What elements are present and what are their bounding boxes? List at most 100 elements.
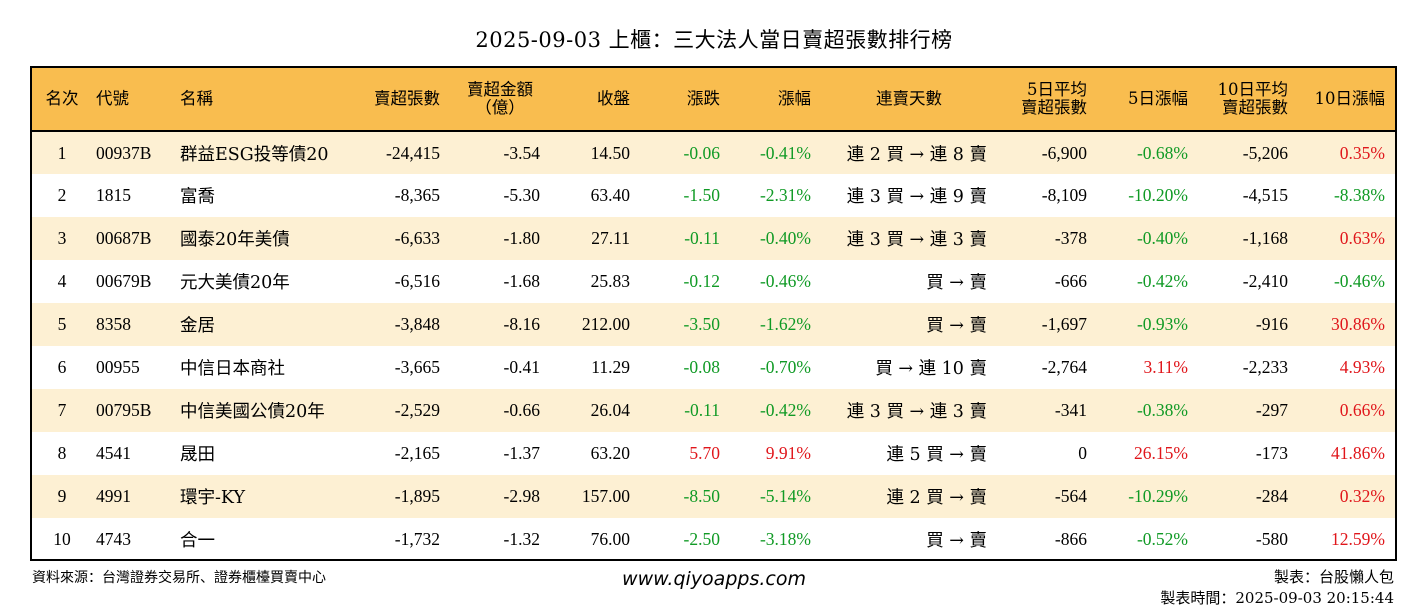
cell-close: 14.50 [590,142,630,163]
cell-pct5: -0.38% [1136,400,1188,420]
table-row: 10 4743 合一 -1,732 -1.32 76.00 -2.50 -3.18% 買 → 賣… [32,518,1395,559]
cell-streak: 連 3 買 → 連 3 賣 [846,402,987,422]
cell-avg10: -2,410 [1242,271,1288,291]
cell-amount: -8.16 [503,314,540,334]
cell-pct10: 0.63% [1339,228,1385,248]
cell-avg5: -6,900 [1041,142,1087,163]
cell-close: 27.11 [591,228,630,248]
header-rank: 名次 [32,68,92,132]
cell-avg10: -4,515 [1242,185,1288,205]
header-change: 漲跌 [640,68,730,132]
cell-shares: -1,732 [394,529,440,549]
cell-avg10: -1,168 [1242,228,1288,248]
cell-shares: -8,365 [394,185,440,205]
website-link[interactable]: www.qiyoapps.com [622,568,806,590]
header-close: 收盤 [550,68,640,132]
cell-avg5: -1,697 [1041,314,1087,334]
header-pct5: 5日漲幅 [1097,68,1198,132]
cell-name: 金居 [180,316,215,336]
data-source: 資料來源：台灣證券交易所、證券櫃檯買賣中心 [32,570,326,586]
cell-change: -0.11 [684,228,720,248]
table-row: 3 00687B 國泰20年美債 -6,633 -1.80 27.11 -0.11 -0.40… [32,217,1395,260]
cell-change: -0.06 [683,142,720,163]
cell-close: 63.40 [590,185,630,205]
cell-streak: 連 2 買 → 賣 [886,488,987,508]
cell-close: 212.00 [581,314,630,334]
cell-pct5: 3.11% [1143,357,1188,377]
ranking-table-container: 名次 代號 名稱 賣超張數 賣超金額 （億） 收盤 漲跌 漲幅 連賣天數 5日平… [30,66,1397,561]
cell-streak: 連 5 買 → 賣 [886,445,987,465]
cell-name: 中信美國公債20年 [180,402,325,422]
cell-pct5: -0.42% [1136,271,1188,291]
cell-rank: 7 [57,400,67,420]
cell-change: -1.50 [683,185,720,205]
cell-pct10: 30.86% [1331,314,1385,334]
header-streak: 連賣天數 [821,68,997,132]
cell-shares: -1,895 [394,486,440,506]
cell-name: 國泰20年美債 [180,230,290,250]
cell-change: -0.08 [683,357,720,377]
cell-code: 4743 [96,529,131,549]
cell-streak: 連 3 買 → 連 3 賣 [846,230,987,250]
cell-pct10: -8.38% [1333,185,1385,205]
table-row: 2 1815 富喬 -8,365 -5.30 63.40 -1.50 -2.31% 連 3 買 … [32,174,1395,217]
cell-code: 8358 [96,314,131,334]
cell-name: 環宇-KY [180,488,246,508]
cell-avg5: -866 [1054,529,1087,549]
table-body: 1 00937B 群益ESG投等債20 -24,415 -3.54 14.50 -0.06 -… [32,131,1395,559]
cell-amount: -5.30 [503,185,540,205]
table-header-row: 名次 代號 名稱 賣超張數 賣超金額 （億） 收盤 漲跌 漲幅 連賣天數 5日平… [32,68,1395,132]
cell-rank: 10 [53,529,71,549]
cell-avg5: -666 [1054,271,1087,291]
cell-rank: 4 [57,271,67,291]
cell-pct: -0.41% [759,142,811,163]
cell-amount: -0.41 [503,357,540,377]
page-title: 2025-09-03 上櫃：三大法人當日賣超張數排行榜 [475,28,953,52]
cell-pct5: 26.15% [1134,443,1188,463]
cell-shares: -3,848 [394,314,440,334]
header-name: 名稱 [176,68,350,132]
cell-streak: 買 → 賣 [926,316,987,336]
cell-shares: -3,665 [394,357,440,377]
cell-amount: -1.80 [503,228,540,248]
cell-pct5: -0.68% [1136,142,1188,163]
cell-avg10: -284 [1255,486,1288,506]
header-avg10: 10日平均 賣超張數 [1198,68,1298,132]
table-row: 5 8358 金居 -3,848 -8.16 212.00 -3.50 -1.62% 買 → 賣… [32,303,1395,346]
footer-credit: 製表：台股懶人包 製表時間：2025-09-03 20:15:44 [1160,567,1394,609]
table-row: 1 00937B 群益ESG投等債20 -24,415 -3.54 14.50 -0.06 -… [32,131,1395,174]
cell-name: 群益ESG投等債20 [180,144,329,165]
cell-avg10: -2,233 [1242,357,1288,377]
table-row: 6 00955 中信日本商社 -3,665 -0.41 11.29 -0.08 -0.70% 買… [32,346,1395,389]
cell-name: 晟田 [180,445,215,465]
header-pct: 漲幅 [730,68,821,132]
cell-amount: -0.66 [503,400,540,420]
cell-rank: 5 [57,314,67,334]
table-row: 9 4991 環宇-KY -1,895 -2.98 157.00 -8.50 -5.14% 連 … [32,475,1395,518]
cell-avg5: -564 [1054,486,1087,506]
header-code: 代號 [92,68,176,132]
cell-rank: 6 [57,357,67,377]
cell-amount: -1.68 [503,271,540,291]
header-pct10: 10日漲幅 [1298,68,1395,132]
cell-code: 00955 [96,357,140,377]
cell-code: 4991 [96,486,131,506]
table-row: 4 00679B 元大美債20年 -6,516 -1.68 25.83 -0.12 -0.46… [32,260,1395,303]
cell-shares: -6,516 [394,271,440,291]
cell-avg10: -5,206 [1242,142,1288,163]
cell-change: -2.50 [683,529,720,549]
ranking-table: 名次 代號 名稱 賣超張數 賣超金額 （億） 收盤 漲跌 漲幅 連賣天數 5日平… [32,68,1395,559]
cell-code: 00795B [96,400,152,420]
cell-avg5: -378 [1054,228,1087,248]
cell-pct: 9.91% [765,443,811,463]
cell-rank: 9 [57,486,67,506]
cell-code: 4541 [96,443,131,463]
cell-name: 合一 [180,531,215,551]
cell-rank: 1 [57,142,67,163]
cell-amount: -3.54 [503,142,540,163]
cell-pct10: -0.46% [1333,271,1385,291]
cell-name: 中信日本商社 [180,359,285,379]
cell-pct10: 41.86% [1331,443,1385,463]
cell-pct10: 0.66% [1339,400,1385,420]
cell-streak: 連 2 買 → 連 8 賣 [846,144,987,165]
